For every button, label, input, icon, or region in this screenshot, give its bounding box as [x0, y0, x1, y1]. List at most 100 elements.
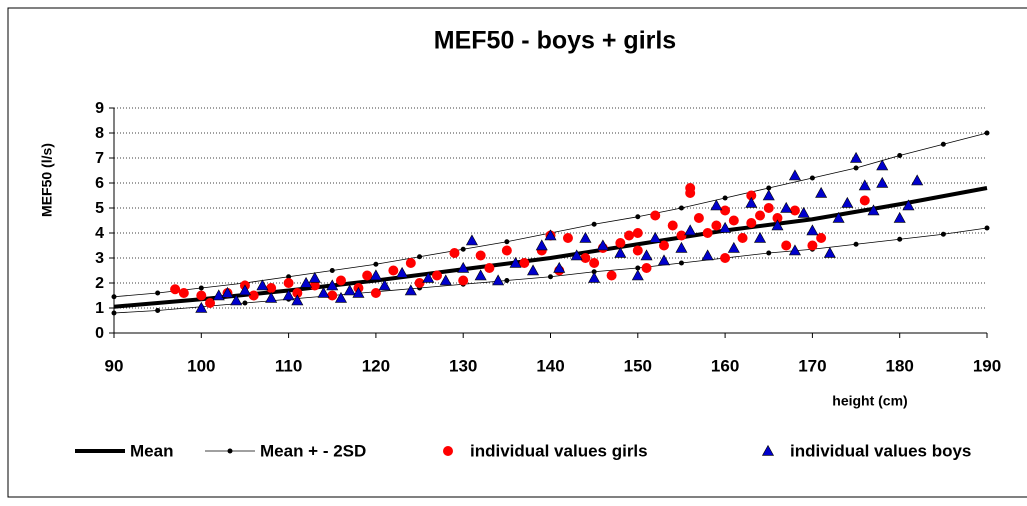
boy-point	[780, 201, 793, 213]
y-tick-label: 7	[95, 150, 104, 167]
girl-point	[170, 284, 181, 295]
boy-point	[238, 284, 251, 296]
boy-point	[788, 169, 801, 181]
boy-point	[579, 231, 592, 243]
sd-point	[155, 308, 161, 313]
boy-point	[876, 176, 889, 188]
girl-point	[728, 215, 739, 226]
girl-point	[685, 188, 696, 198]
boy-point	[544, 229, 557, 241]
boy-point	[570, 249, 583, 261]
boy-point	[212, 289, 225, 301]
boy-point	[265, 291, 278, 303]
y-tick-label: 9	[95, 100, 104, 117]
y-tick-label: 3	[95, 250, 104, 267]
sd-point	[940, 141, 946, 147]
boy-point	[230, 294, 243, 306]
boy-point	[640, 249, 653, 261]
boy-point	[850, 151, 863, 163]
girl-point	[746, 218, 757, 228]
boy-point	[911, 174, 924, 186]
x-tick-label: 120	[362, 356, 390, 375]
y-tick-label: 8	[95, 125, 104, 142]
y-tick-label: 1	[95, 300, 104, 317]
girl-point	[650, 210, 661, 221]
boy-point	[195, 301, 208, 313]
sd-point	[373, 261, 379, 267]
sd-point	[198, 285, 204, 291]
girl-point	[449, 248, 460, 258]
girl-point	[205, 298, 216, 308]
boy-point	[422, 271, 435, 283]
boy-point	[535, 239, 548, 251]
girl-point	[519, 258, 530, 268]
boy-point	[474, 269, 487, 281]
girl-point	[405, 258, 416, 268]
girl-point	[632, 228, 643, 238]
sd-point	[111, 294, 117, 300]
boy-point	[788, 244, 801, 256]
mean-line	[113, 186, 988, 309]
girl-point	[388, 265, 399, 276]
sd-point	[809, 175, 815, 181]
legend-swatch	[443, 446, 453, 456]
girl-point	[693, 213, 704, 223]
girl-point	[248, 290, 259, 301]
boy-point	[876, 159, 889, 171]
girl-point	[720, 205, 731, 216]
girl-point	[658, 240, 669, 251]
x-tick-label: 110	[275, 356, 302, 375]
boy-point	[352, 286, 365, 298]
boy-point	[396, 266, 409, 278]
boy-point	[457, 261, 470, 273]
girl-point	[755, 210, 766, 221]
boy-point	[745, 196, 758, 208]
boy-point	[657, 254, 670, 266]
boy-point	[221, 286, 234, 298]
sd-point	[504, 239, 510, 245]
girl-point	[632, 245, 643, 256]
boy-point	[256, 279, 269, 291]
boy-point	[893, 211, 906, 223]
sd-point	[286, 274, 292, 280]
girl-point	[624, 230, 635, 241]
sd-point	[460, 246, 466, 252]
sd-point	[766, 185, 772, 191]
legend-label: Mean + - 2SD	[260, 441, 366, 460]
boy-point	[614, 246, 627, 258]
girl-point	[362, 270, 373, 281]
girl-point	[676, 230, 687, 241]
legend-label: individual values girls	[470, 441, 648, 460]
girl-point	[763, 203, 774, 213]
y-tick-label: 5	[95, 200, 104, 217]
boy-point	[867, 204, 880, 216]
sd-point	[897, 153, 903, 158]
boy-point	[719, 221, 732, 233]
boy-point	[291, 294, 304, 306]
girl-point	[711, 220, 722, 231]
x-tick-label: 100	[187, 356, 215, 375]
boy-point	[797, 206, 810, 218]
boy-point	[308, 271, 321, 283]
x-tick-label: 190	[973, 356, 1001, 375]
chart-frame	[7, 7, 1027, 498]
sd-point	[329, 268, 335, 273]
girl-point	[781, 240, 792, 251]
sd-point	[242, 300, 248, 306]
boy-point	[631, 269, 644, 281]
girl-point	[458, 275, 469, 286]
legend-swatch	[227, 448, 233, 454]
girl-point	[737, 233, 748, 243]
sd-point	[417, 254, 423, 260]
boy-point	[841, 196, 854, 208]
boy-point	[317, 286, 330, 298]
boy-point	[771, 219, 784, 231]
sd-point	[984, 225, 990, 231]
boy-point	[823, 246, 836, 258]
boy-point	[527, 264, 540, 276]
girl-point	[589, 258, 600, 268]
y-tick-label: 2	[95, 275, 104, 292]
sd-point	[548, 274, 553, 280]
girl-point	[606, 270, 617, 281]
